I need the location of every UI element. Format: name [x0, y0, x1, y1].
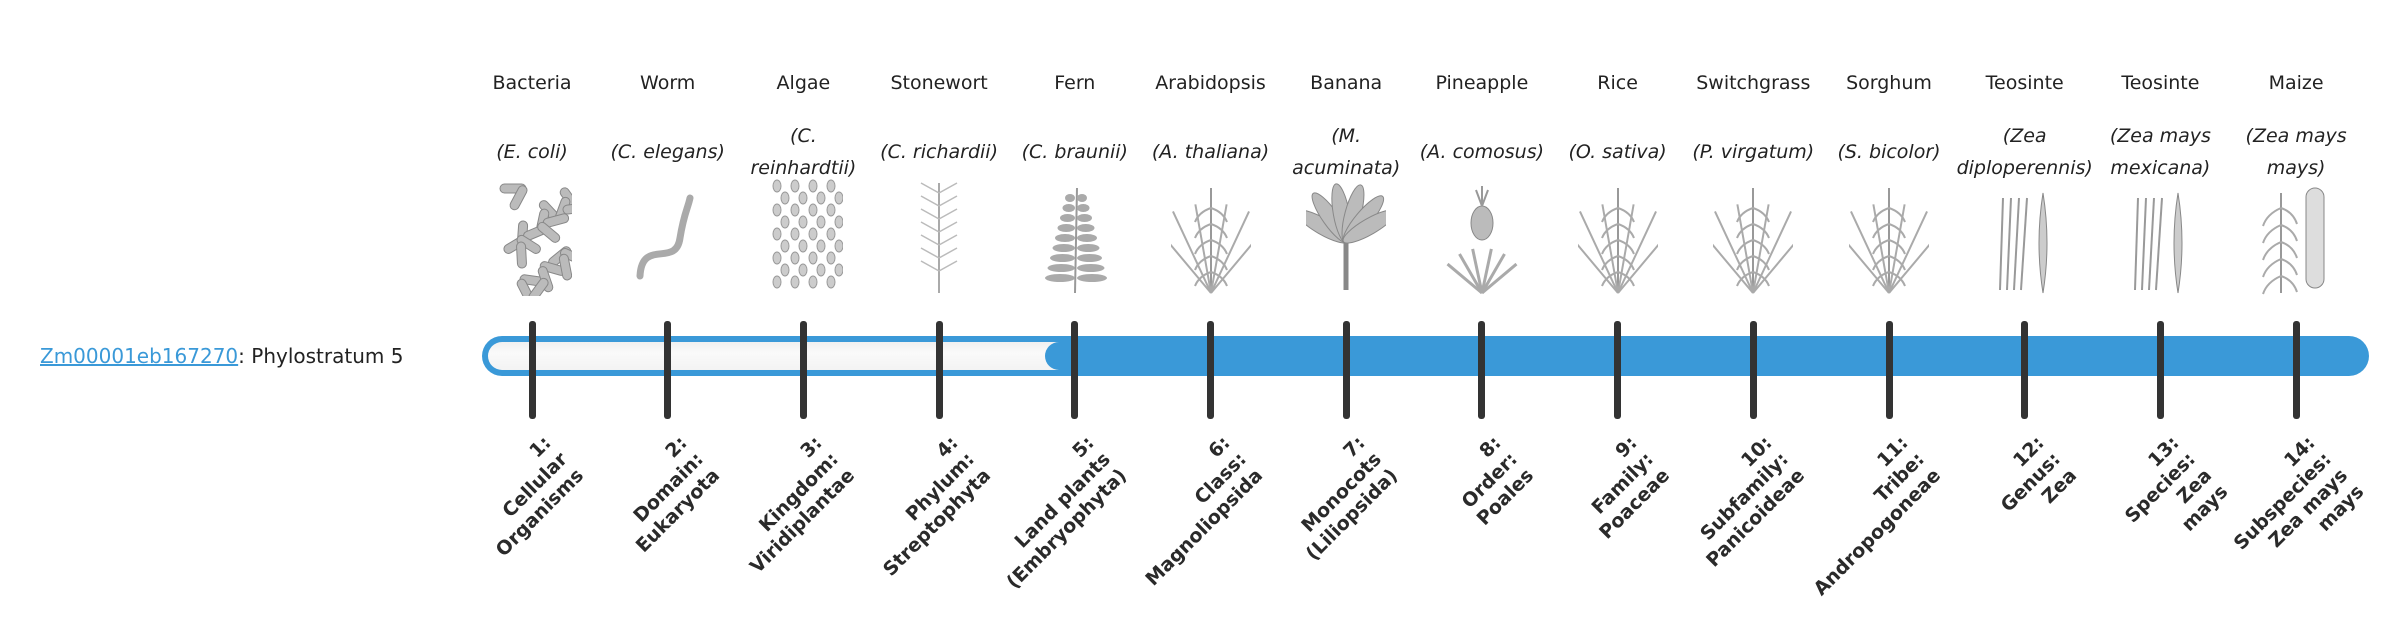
phylostratum-text: Phylostratum 5: [251, 344, 404, 368]
stratum-tick: [799, 321, 807, 419]
organism-scientific-name: (P. virgatum): [1685, 120, 1821, 184]
bar-empty-segment: [488, 342, 1059, 370]
organism-scientific-name: (Zea mays mexicana): [2092, 120, 2228, 184]
teosinte-icon: [2120, 178, 2200, 296]
organism-common-name: Sorghum: [1846, 72, 1932, 94]
organism-scientific-name: (O. sativa): [1550, 120, 1686, 184]
rank-label-line: Class:: [1189, 448, 1251, 509]
stratum-rank-label: 8: Order: Poales: [1356, 432, 1539, 615]
organism-common-name: Bacteria: [492, 72, 572, 94]
scientific-name-text: (A. comosus): [1419, 141, 1545, 163]
scientific-name-text: (M. acuminata): [1292, 125, 1401, 179]
rank-label-line: Order:: [1457, 448, 1522, 513]
gene-separator: :: [238, 344, 252, 368]
pineapple-icon: [1442, 178, 1522, 296]
stratum-tick: [664, 321, 672, 419]
gene-label: Zm00001eb167270: Phylostratum 5: [40, 341, 403, 371]
organism-common-name: Fern: [1054, 72, 1096, 94]
algae-icon: [763, 178, 844, 296]
scientific-name-text: (A. thaliana): [1151, 141, 1270, 163]
organism-scientific-name: (A. thaliana): [1143, 120, 1279, 184]
scientific-name-text: (Zea diploperennis): [1956, 125, 2093, 179]
stratum-tick: [2292, 321, 2300, 419]
stratum-tick: [1342, 321, 1350, 419]
organism-common-name: Maize: [2268, 72, 2324, 94]
stratum-tick: [1478, 321, 1486, 419]
rice-icon: [1558, 178, 1677, 296]
scientific-name-text: (Zea mays mexicana): [2109, 125, 2211, 179]
scientific-name-text: (Zea mays mays): [2245, 125, 2347, 179]
sorghum-icon: [1830, 178, 1948, 296]
stratum-rank-label: 1: Cellular Organisms: [406, 432, 589, 615]
scientific-name-text: (P. virgatum): [1692, 141, 1815, 163]
stratum-rank-label: 4: Phylum: Streptophyta: [813, 432, 996, 615]
bar-fill-segment: [1044, 342, 2363, 370]
worm-icon: [628, 178, 708, 296]
stratum-tick: [1071, 321, 1079, 419]
stratum-rank-label: 3: Kingdom: Viridiplantae: [677, 432, 860, 615]
stratum-tick: [1749, 321, 1757, 419]
organism-scientific-name: (S. bicolor): [1821, 120, 1957, 184]
arabidopsis-icon: [1151, 178, 1270, 296]
stratum-rank-label: 14: Subspecies: Zea mays mays: [2170, 432, 2369, 631]
organism-common-name: Teosinte: [2121, 72, 2200, 94]
stratum-tick: [1207, 321, 1214, 419]
stratum-tick: [1614, 321, 1622, 419]
organism-scientific-name: (C. braunii): [1007, 120, 1143, 184]
maize-icon: [2256, 178, 2336, 296]
scientific-name-text: (C. braunii): [1021, 141, 1128, 163]
banana-icon: [1296, 178, 1397, 296]
switchgrass-icon: [1694, 178, 1812, 296]
organism-scientific-name: (Zea diploperennis): [1957, 120, 2093, 184]
organism-scientific-name: (M. acuminata): [1278, 120, 1414, 184]
stratum-rank-label: 6: Class: Magnoliopsida: [1084, 432, 1267, 615]
scientific-name-text: (O. sativa): [1568, 141, 1667, 163]
scientific-name-text: (C. elegans): [610, 141, 725, 163]
organism-scientific-name: (C. richardii): [871, 120, 1007, 184]
fern-icon: [1035, 178, 1115, 296]
scientific-name-text: (C. reinhardtii): [750, 125, 857, 179]
scientific-name-text: (E. coli): [496, 141, 568, 163]
organism-common-name: Algae: [776, 72, 831, 94]
stratum-tick: [528, 321, 536, 419]
gene-id-link[interactable]: Zm00001eb167270: [40, 344, 239, 368]
organism-common-name: Banana: [1310, 72, 1383, 94]
stratum-tick: [2156, 321, 2164, 419]
organism-scientific-name: (E. coli): [464, 120, 600, 184]
organism-common-name: Switchgrass: [1696, 72, 1811, 94]
teosinte-icon: [1985, 178, 2065, 296]
stratum-rank-label: 9: Family: Poaceae: [1491, 432, 1674, 615]
scientific-name-text: (S. bicolor): [1837, 141, 1941, 163]
organism-common-name: Stonewort: [890, 72, 988, 94]
rank-label-line: Phylum:: [901, 448, 979, 526]
organism-scientific-name: (Zea mays mays): [2228, 120, 2364, 184]
rank-label-line: Tribe:: [1870, 448, 1929, 507]
organism-common-name: Worm: [640, 72, 696, 94]
stratum-tick: [2021, 321, 2029, 419]
stratum-tick: [935, 321, 943, 419]
phylostratum-bar: [482, 336, 2369, 376]
organism-scientific-name: (A. comosus): [1414, 120, 1550, 184]
organism-scientific-name: (C. elegans): [600, 120, 736, 184]
organism-scientific-name: (C. reinhardtii): [735, 120, 871, 184]
rank-label-line: Kingdom:: [755, 448, 844, 537]
rank-label-line: Land plants: [1010, 448, 1115, 553]
stratum-tick: [1885, 321, 1893, 419]
rank-label-line: Family:: [1587, 448, 1658, 519]
organism-common-name: Rice: [1597, 72, 1638, 94]
organism-common-name: Teosinte: [1985, 72, 2064, 94]
organism-common-name: Arabidopsis: [1155, 72, 1266, 94]
organism-common-name: Pineapple: [1435, 72, 1529, 94]
bacteria-icon: [492, 178, 590, 304]
stratum-rank-label: 11: Tribe: Andropogoneae: [1763, 432, 1946, 615]
stonewort-icon: [899, 178, 979, 296]
scientific-name-text: (C. richardii): [880, 141, 998, 163]
stratum-rank-label: 5: Land plants (Embryophyta): [948, 432, 1131, 615]
rank-label-line: Cellular: [498, 448, 572, 522]
